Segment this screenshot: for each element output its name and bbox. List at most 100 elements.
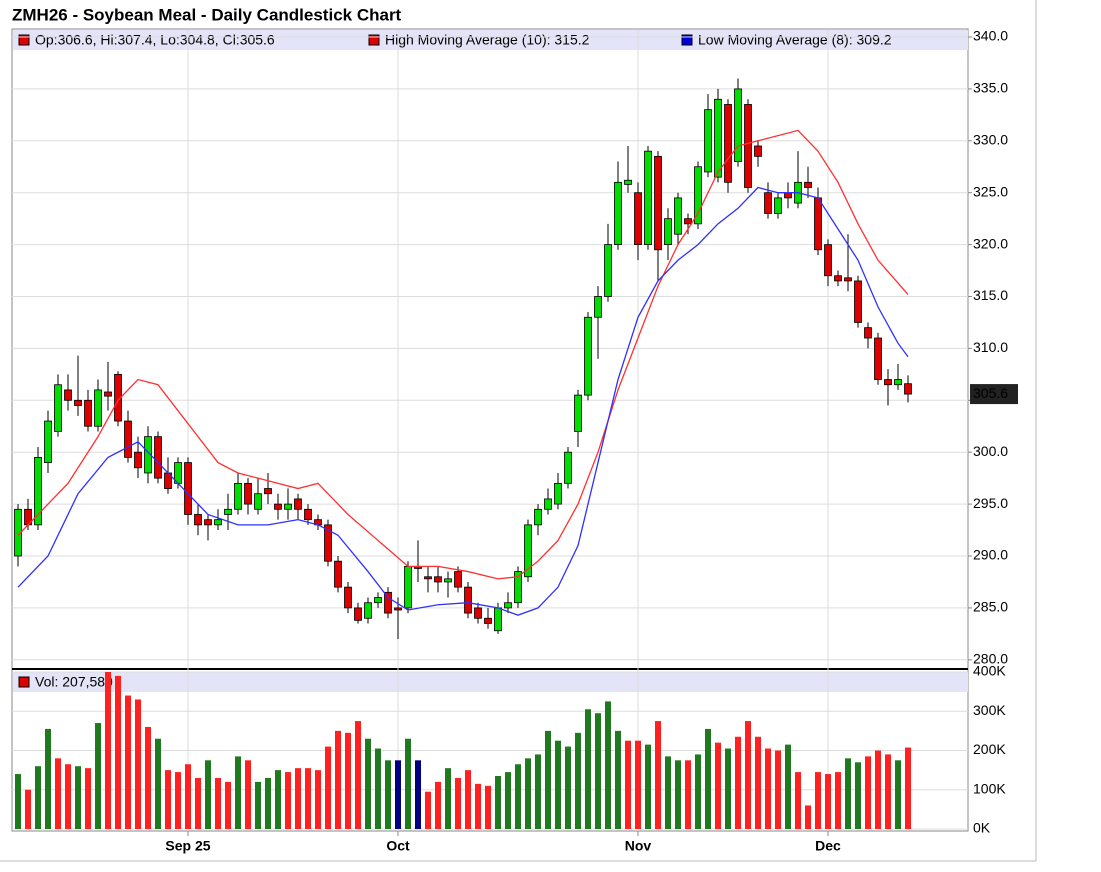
candle-body bbox=[594, 296, 602, 318]
volume-bar bbox=[805, 805, 811, 829]
candle-body bbox=[424, 576, 432, 580]
candle-body bbox=[214, 519, 222, 526]
volume-bar bbox=[75, 766, 81, 829]
volume-bar bbox=[605, 701, 611, 829]
volume-bar bbox=[865, 756, 871, 829]
y-tick-label: 310.0 bbox=[973, 339, 1008, 355]
candle-body bbox=[284, 503, 292, 510]
ma-line bbox=[17, 186, 909, 616]
candle-body bbox=[644, 150, 652, 245]
grid bbox=[12, 30, 968, 831]
volume-bar bbox=[35, 766, 41, 829]
candle-body bbox=[744, 104, 752, 188]
candle-body bbox=[354, 607, 362, 621]
volume-bar bbox=[755, 736, 761, 829]
volume-bar bbox=[25, 789, 31, 829]
legend-band bbox=[13, 30, 968, 50]
candle-body bbox=[894, 379, 902, 386]
volume-bar bbox=[445, 768, 451, 829]
y-tick-label: 300.0 bbox=[973, 443, 1008, 459]
volume-bar bbox=[555, 740, 561, 829]
candle-body bbox=[524, 524, 532, 578]
volume-bar bbox=[635, 740, 641, 829]
volume-bar bbox=[15, 774, 21, 829]
volume-bar bbox=[65, 764, 71, 829]
volume-bar bbox=[565, 746, 571, 829]
candle-body bbox=[254, 493, 262, 510]
volume-bar bbox=[745, 721, 751, 829]
volume-bar bbox=[585, 709, 591, 829]
y-tick-label: 200K bbox=[973, 741, 1006, 757]
candle-body bbox=[754, 145, 762, 157]
volume-bar bbox=[235, 756, 241, 829]
volume-bar bbox=[815, 772, 821, 829]
volume-bar bbox=[315, 770, 321, 829]
x-tick-label: Sep 25 bbox=[165, 838, 210, 854]
candle-body bbox=[864, 327, 872, 339]
volume-bar bbox=[875, 750, 881, 829]
volume-bar bbox=[725, 748, 731, 829]
volume-bar bbox=[395, 760, 401, 829]
candle-body bbox=[844, 277, 852, 282]
volume-bar bbox=[295, 768, 301, 829]
volume-bar bbox=[845, 758, 851, 829]
candle-body bbox=[304, 508, 312, 521]
volume-bar bbox=[765, 748, 771, 829]
candle-body bbox=[634, 192, 642, 245]
candle-body bbox=[104, 391, 112, 397]
volume-bar bbox=[595, 713, 601, 829]
volume-bar bbox=[465, 770, 471, 829]
legend-text: Vol: 207,580 bbox=[35, 674, 113, 690]
volume-bar bbox=[475, 783, 481, 829]
candle-body bbox=[874, 337, 882, 380]
legend-swatch bbox=[18, 676, 30, 688]
candle-body bbox=[534, 508, 542, 526]
candle-body bbox=[344, 586, 352, 609]
volume-bar bbox=[785, 744, 791, 829]
candle-body bbox=[784, 192, 792, 199]
legend-swatch bbox=[681, 34, 693, 46]
y-tick-label: 285.0 bbox=[973, 599, 1008, 615]
candle-body bbox=[854, 280, 862, 323]
volume-bar bbox=[215, 777, 221, 829]
volume-bar bbox=[715, 742, 721, 829]
candle-body bbox=[514, 571, 522, 604]
candle-body bbox=[704, 109, 712, 173]
volume-bar bbox=[205, 760, 211, 829]
candle-body bbox=[274, 503, 282, 510]
y-tick-label: 0K bbox=[973, 820, 991, 836]
volume-bar bbox=[525, 758, 531, 829]
volume-bar bbox=[455, 777, 461, 829]
legend-swatch bbox=[18, 34, 30, 46]
volume-bar bbox=[515, 764, 521, 829]
last-price-box bbox=[970, 384, 1018, 405]
legend-text: Op:306.6, Hi:307.4, Lo:304.8, Cl:305.6 bbox=[35, 32, 275, 48]
candle-body bbox=[574, 394, 582, 432]
volume-bar bbox=[695, 754, 701, 829]
candle-body bbox=[294, 498, 302, 510]
volume-bar bbox=[375, 748, 381, 829]
candle-body bbox=[404, 565, 412, 609]
volume-bar bbox=[365, 738, 371, 829]
volume-bar bbox=[255, 781, 261, 829]
candle-body bbox=[244, 482, 252, 505]
volume-bar bbox=[425, 791, 431, 829]
candle-body bbox=[124, 420, 132, 458]
legend-text: Low Moving Average (8): 309.2 bbox=[698, 32, 892, 48]
y-tick-label: 330.0 bbox=[973, 132, 1008, 148]
volume-bar bbox=[905, 747, 911, 829]
volume-bar bbox=[705, 728, 711, 829]
candle-body bbox=[14, 508, 22, 557]
candle-body bbox=[184, 462, 192, 515]
volume-bar bbox=[125, 695, 131, 829]
volume-bar bbox=[115, 675, 121, 829]
volume-bar bbox=[135, 699, 141, 829]
candle-body bbox=[234, 482, 242, 510]
volume-bar bbox=[145, 726, 151, 829]
candle-body bbox=[884, 379, 892, 386]
y-tick-label: 315.0 bbox=[973, 287, 1008, 303]
volume-bar bbox=[285, 772, 291, 829]
candle-body bbox=[504, 602, 512, 609]
candle-body bbox=[774, 197, 782, 214]
volume-bar bbox=[655, 721, 661, 829]
